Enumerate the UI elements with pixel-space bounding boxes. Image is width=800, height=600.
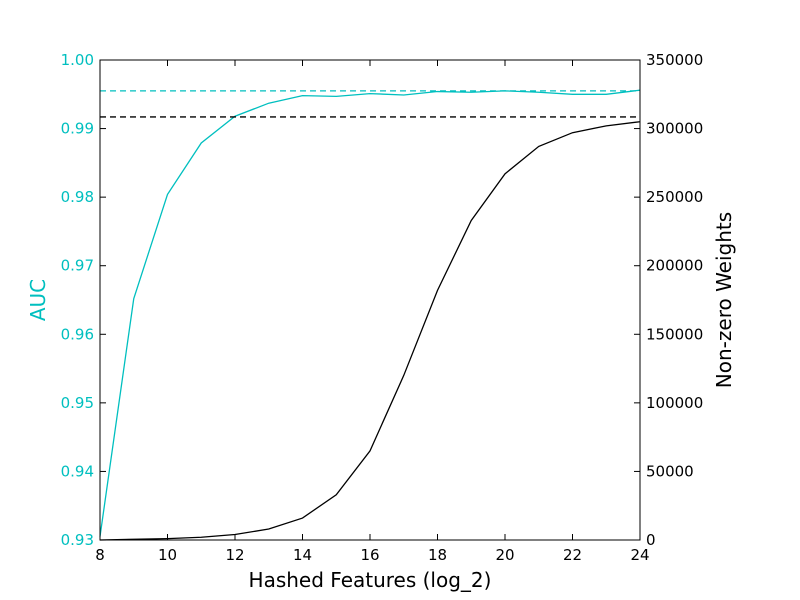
x-tick-label: 24: [630, 546, 649, 564]
plot-background: [100, 60, 640, 540]
y-right-tick-label: 350000: [646, 51, 703, 69]
y-right-tick-label: 0: [646, 531, 656, 549]
y-left-tick-label: 0.95: [61, 394, 94, 412]
x-tick-label: 16: [360, 546, 379, 564]
tick-layer: 8 10 12 14 16 18 20 22 24 0.93 0.94 0.95 0.96 0.97 0.9…: [61, 51, 704, 564]
y-left-tick-label: 1.00: [61, 51, 94, 69]
x-tick-label: 22: [563, 546, 582, 564]
y-right-tick-label: 300000: [646, 120, 703, 138]
x-tick-label: 8: [95, 546, 105, 564]
auc-series-line: [99, 89, 641, 537]
y-right-tick-label: 50000: [646, 462, 694, 480]
x-tick-label: 20: [495, 546, 514, 564]
y-left-tick-label: 0.93: [61, 531, 94, 549]
x-tick-label: 12: [225, 546, 244, 564]
y-left-tick-label: 0.98: [61, 188, 94, 206]
y-left-tick-label: 0.97: [61, 257, 94, 275]
y-left-tick-label: 0.96: [61, 325, 94, 343]
y-axis-label-left: AUC: [26, 279, 50, 321]
y-axis-label-right: Non-zero Weights: [712, 212, 736, 388]
reference-lines: [100, 90, 640, 118]
y-right-tick-label: 200000: [646, 257, 703, 275]
x-tick-label: 10: [158, 546, 177, 564]
y-right-tick-label: 250000: [646, 188, 703, 206]
y-left-tick-label: 0.94: [61, 462, 94, 480]
x-tick-label: 14: [293, 546, 312, 564]
y-right-tick-label: 150000: [646, 325, 703, 343]
series-layer: [99, 89, 641, 541]
x-axis-label: Hashed Features (log_2): [249, 568, 492, 592]
y-left-tick-label: 0.99: [61, 120, 94, 138]
y-right-tick-label: 100000: [646, 394, 703, 412]
x-tick-label: 18: [428, 546, 447, 564]
nonzero-weights-series-line: [99, 121, 641, 541]
